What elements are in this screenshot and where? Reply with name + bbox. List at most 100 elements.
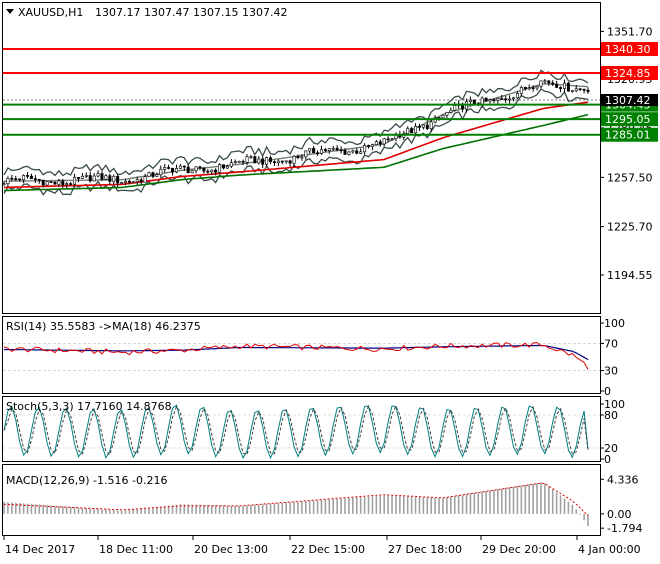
candle-body xyxy=(241,161,245,163)
y-tick-label: 0.00 xyxy=(607,508,632,521)
candle-body xyxy=(206,170,210,173)
candle-body xyxy=(116,176,120,184)
candle-body xyxy=(73,177,77,185)
candle-body xyxy=(508,98,512,101)
y-tick-label: 1351.70 xyxy=(607,25,653,38)
candle-body xyxy=(26,175,30,177)
candle-body xyxy=(265,157,269,165)
candle-body xyxy=(429,121,433,130)
candle-body xyxy=(237,161,241,163)
candle-body xyxy=(104,175,108,180)
candle-body xyxy=(84,175,88,177)
x-tick-label: 18 Dec 11:00 xyxy=(99,543,173,556)
candle-body xyxy=(29,175,33,179)
ohlc-values: 1307.17 1307.47 1307.15 1307.42 xyxy=(95,6,287,19)
symbol-dropdown-icon[interactable] xyxy=(6,9,14,14)
candle-body xyxy=(221,164,225,169)
candle-body xyxy=(539,80,543,87)
candle-body xyxy=(253,156,257,164)
candle-body xyxy=(312,148,316,154)
candle-body xyxy=(335,147,339,151)
candle-body xyxy=(468,99,472,102)
bollinger-upper xyxy=(3,69,589,177)
candle-body xyxy=(139,179,143,183)
candle-body xyxy=(500,98,504,100)
candle-body xyxy=(355,150,359,154)
macd-pane[interactable] xyxy=(2,464,601,536)
x-tick-label: 27 Dec 18:00 xyxy=(388,543,462,556)
x-tick-label: 22 Dec 15:00 xyxy=(291,543,365,556)
x-tick-label: 20 Dec 13:00 xyxy=(194,543,268,556)
price-level-label: 1324.85 xyxy=(605,67,651,80)
candle-body xyxy=(276,160,280,164)
price-plot xyxy=(2,48,600,196)
candle-body xyxy=(155,174,159,177)
candle-body xyxy=(284,160,288,163)
rsi-plot xyxy=(3,341,600,371)
candle-body xyxy=(359,151,363,154)
y-tick-label: 0 xyxy=(604,453,611,466)
candle-body xyxy=(182,165,186,168)
price-level-label: 1285.01 xyxy=(605,129,651,142)
candle-body xyxy=(421,124,425,128)
candle-body xyxy=(174,168,178,173)
candle-body xyxy=(339,149,343,152)
candle-body xyxy=(167,167,171,169)
candle-body xyxy=(131,181,135,184)
macd-plot xyxy=(3,482,589,526)
candle-body xyxy=(562,82,566,89)
candle-body xyxy=(570,90,574,93)
candle-body xyxy=(449,109,453,113)
candle-body xyxy=(484,97,488,102)
y-tick-label: -1.794 xyxy=(607,522,642,535)
candle-body xyxy=(49,181,53,183)
candle-body xyxy=(2,183,6,186)
candle-body xyxy=(22,175,26,181)
stoch-main-line xyxy=(3,404,589,460)
stoch-pane[interactable] xyxy=(2,396,601,462)
y-tick-label: 70 xyxy=(604,337,618,350)
y-tick-label: 4.336 xyxy=(607,473,639,486)
candle-body xyxy=(555,83,559,88)
candle-body xyxy=(127,180,131,183)
candle-body xyxy=(304,150,308,158)
candle-body xyxy=(308,148,312,152)
candle-body xyxy=(261,158,265,165)
candle-body xyxy=(194,166,198,171)
candle-body xyxy=(163,167,167,170)
candle-body xyxy=(45,181,49,186)
candle-body xyxy=(269,157,273,162)
candle-body xyxy=(14,178,18,181)
candle-body xyxy=(210,169,214,173)
candle-body xyxy=(190,170,194,174)
candle-body xyxy=(135,179,139,183)
candle-body xyxy=(76,177,80,179)
candle-body xyxy=(327,148,331,151)
rsi-pane[interactable] xyxy=(2,316,601,394)
candle-body xyxy=(331,147,335,150)
candle-body xyxy=(37,178,41,181)
candle-body xyxy=(202,167,206,172)
candle-body xyxy=(363,145,367,153)
candle-body xyxy=(586,89,590,92)
candle-body xyxy=(257,158,261,164)
candle-body xyxy=(300,156,304,159)
candle-body xyxy=(272,161,276,164)
current-price-label: 1307.42 xyxy=(605,94,651,107)
candle-body xyxy=(441,114,445,119)
rsi-title: RSI(14) 35.5583 ->MA(18) 46.2375 xyxy=(6,320,201,333)
candle-body xyxy=(488,99,492,102)
price-level-tag xyxy=(601,65,658,80)
candle-body xyxy=(319,149,323,154)
candle-body xyxy=(249,156,253,158)
candle-body xyxy=(406,128,410,134)
candle-body xyxy=(225,165,229,169)
candle-body xyxy=(61,180,65,185)
candle-body xyxy=(316,152,320,155)
x-tick-label: 14 Dec 2017 xyxy=(5,543,75,556)
y-tick-label: 80 xyxy=(604,409,618,422)
candle-body xyxy=(519,87,523,94)
candle-body xyxy=(198,166,202,169)
price-level-label: 1340.30 xyxy=(605,43,651,56)
